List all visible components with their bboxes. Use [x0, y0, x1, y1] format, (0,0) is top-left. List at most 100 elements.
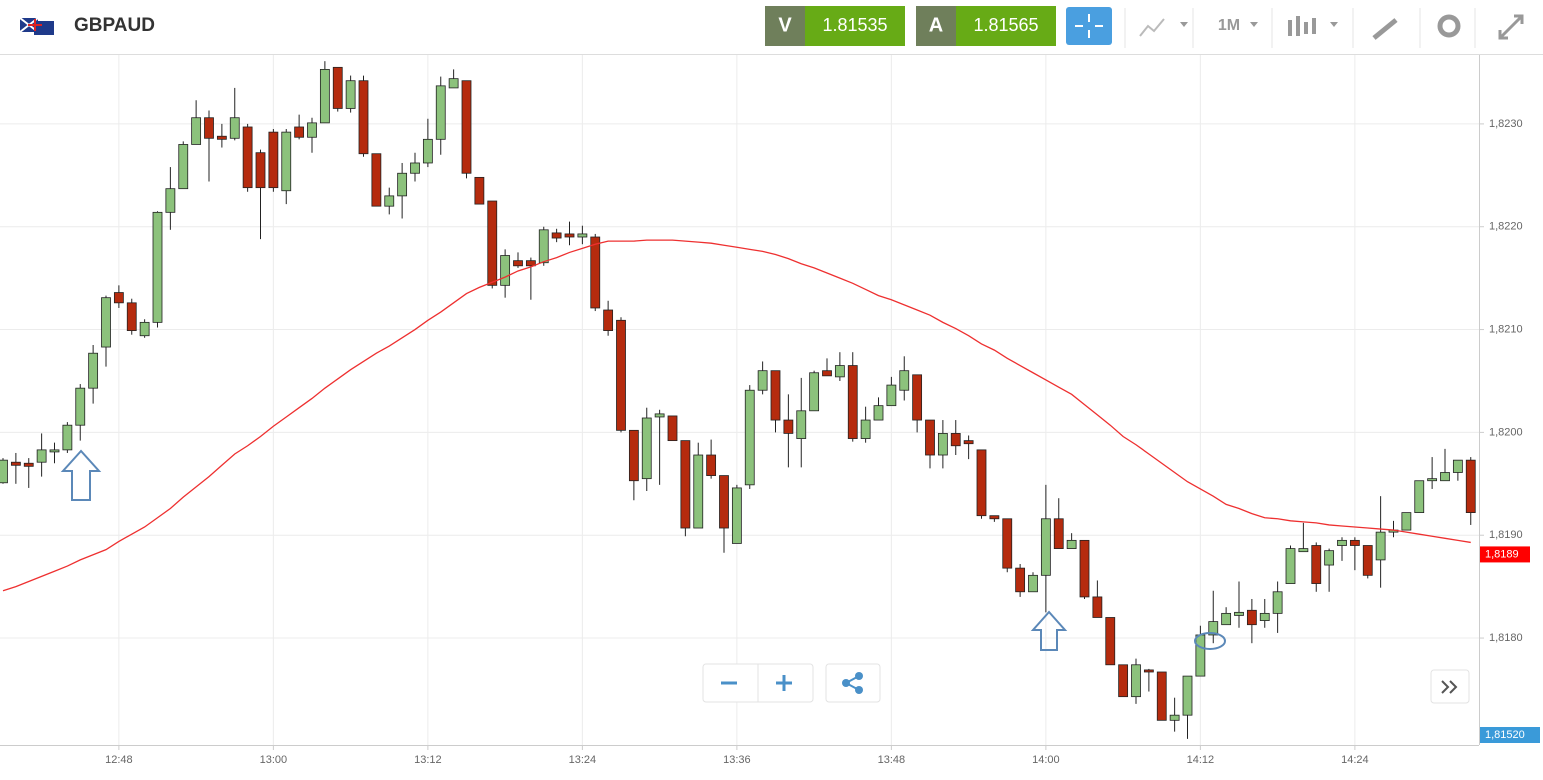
buy-label: A — [929, 14, 943, 36]
candle-body — [719, 475, 729, 529]
candle-body — [693, 454, 704, 529]
candle-body — [435, 85, 446, 140]
x-tick-label: 13:00 — [260, 754, 288, 766]
moving-average — [2, 239, 1471, 592]
candle-body — [474, 176, 485, 205]
candle-body — [1362, 545, 1373, 576]
scroll-button[interactable] — [1430, 669, 1470, 704]
candle-body — [577, 233, 588, 238]
candle-body — [384, 195, 395, 207]
candle-body — [1169, 714, 1180, 721]
buy-price-button[interactable] — [956, 6, 1056, 46]
candle-body — [680, 440, 691, 529]
candle-body — [1324, 550, 1335, 566]
candle-body — [1156, 671, 1167, 721]
candle-body — [1440, 472, 1450, 482]
candle-body — [113, 292, 124, 304]
crosshair-button[interactable] — [1066, 7, 1112, 45]
candle-body — [88, 352, 99, 389]
candle-body — [1375, 531, 1386, 561]
candle-body — [332, 66, 343, 109]
candle-body — [744, 389, 755, 486]
candle-body — [229, 117, 240, 139]
candle-body — [1349, 539, 1360, 546]
candle-body — [1182, 675, 1193, 716]
candle-body — [1234, 611, 1244, 616]
candle-body — [822, 370, 832, 377]
annotations — [60, 449, 1226, 651]
candle-body — [36, 449, 47, 463]
candle-body — [899, 370, 910, 391]
candle-body — [731, 487, 742, 544]
x-tick-label: 13:12 — [414, 754, 442, 766]
candle-body — [126, 302, 137, 331]
ma-tag-label: 1,8189 — [1485, 548, 1519, 560]
candle-body — [963, 440, 974, 445]
candle-body — [886, 384, 897, 407]
candle-body — [873, 405, 884, 421]
sell-price-button[interactable] — [805, 6, 905, 46]
candle-body — [487, 200, 498, 286]
candle-body — [49, 449, 60, 453]
candle-body — [1105, 617, 1116, 666]
candle-body — [1002, 518, 1013, 569]
zoom-controls — [702, 663, 1470, 704]
candle-body — [281, 131, 292, 192]
candle-body — [1337, 539, 1347, 546]
candle-body — [1285, 548, 1296, 584]
candle-body — [796, 410, 807, 439]
candle-body — [976, 449, 987, 517]
buy-button[interactable] — [916, 6, 956, 46]
candle-body — [255, 152, 266, 189]
candle-body — [1414, 480, 1425, 514]
candle-body — [667, 415, 678, 442]
candle-body — [1131, 664, 1141, 698]
flag — [19, 17, 54, 35]
interval[interactable]: 1M — [1218, 17, 1240, 34]
price-tag-label: 1,81520 — [1485, 729, 1525, 741]
candle-body — [1143, 669, 1154, 673]
x-tick-label: 13:36 — [723, 754, 751, 766]
candle-body — [1028, 574, 1038, 593]
zoom-in[interactable] — [776, 675, 792, 691]
share-button[interactable] — [825, 663, 881, 703]
x-tick-label: 13:48 — [878, 754, 906, 766]
symbol: GBPAUD — [74, 15, 155, 36]
candle-body — [1221, 612, 1232, 626]
y-tick-label: 1,8230 — [1489, 118, 1523, 130]
candle-body — [294, 126, 305, 138]
candle-body — [757, 370, 768, 391]
candle-body — [422, 138, 433, 164]
sell-label: V — [778, 14, 792, 36]
candle-body — [1452, 459, 1463, 473]
candle-body — [1015, 567, 1026, 593]
candle-body — [770, 370, 781, 421]
candle-body — [307, 122, 317, 138]
candle-body — [834, 365, 845, 378]
price-tag — [1480, 727, 1540, 743]
candle-body — [1079, 539, 1090, 598]
ma-tag — [1480, 546, 1530, 563]
candle-body — [371, 153, 382, 207]
candle-body — [590, 236, 601, 309]
candle-body — [937, 433, 948, 456]
x-tick-label: 14:12 — [1187, 754, 1215, 766]
candle-body — [783, 419, 794, 434]
candle-body — [706, 454, 717, 476]
plot: 1,8180 1,8190 1,8200 1,8210 1,8220 1,8230 12:4… — [0, 55, 1540, 766]
x-tick-label: 14:24 — [1341, 754, 1369, 766]
candle-body — [345, 80, 356, 109]
candle-body — [1040, 518, 1051, 576]
candle-body — [538, 229, 549, 264]
candle-body — [62, 424, 73, 451]
candle-body — [603, 309, 614, 331]
candle-body — [216, 135, 227, 140]
candle-body — [847, 365, 858, 439]
candle-body — [23, 462, 34, 467]
candle-body — [1092, 596, 1103, 618]
sell-button[interactable] — [765, 6, 805, 46]
candle-body — [912, 374, 923, 421]
buy-price: 1.81565 — [973, 15, 1038, 35]
candle-body — [152, 211, 163, 323]
